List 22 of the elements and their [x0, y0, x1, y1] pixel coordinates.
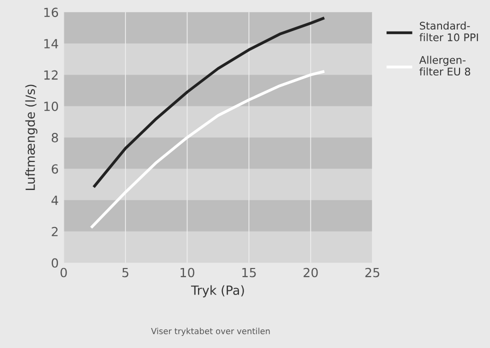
- y-tick-label: 12: [44, 70, 58, 80]
- line-series: [93, 17, 324, 188]
- x-axis-title: Tryk (Pa): [191, 285, 244, 298]
- y-tick-label: 14: [44, 39, 58, 48]
- y-tick-label: 0: [52, 258, 58, 268]
- y-axis-title: Luftmængde (l/s): [25, 84, 38, 190]
- y-tick-label: 4: [51, 196, 58, 205]
- y-tick-label: 16: [44, 8, 58, 18]
- y-tick-label: 2: [52, 226, 58, 236]
- legend-label: Standard- filter 10 PPI: [419, 22, 478, 42]
- y-tick-label: 6: [52, 164, 58, 174]
- y-tick-label: 8: [52, 132, 58, 142]
- x-tick-label: 20: [304, 268, 318, 278]
- x-tick-label: 10: [180, 268, 194, 278]
- x-tick-label: 15: [242, 268, 256, 278]
- x-tick-label: 5: [122, 268, 128, 278]
- line-series: [90, 70, 324, 228]
- legend-label: Allergen- filter EU 8: [419, 56, 470, 76]
- text: Viser tryktabet over ventilen: [151, 328, 270, 336]
- x-tick-label: 25: [365, 268, 380, 278]
- x-tick-label: 0: [60, 268, 67, 278]
- y-tick-label: 10: [44, 102, 58, 112]
